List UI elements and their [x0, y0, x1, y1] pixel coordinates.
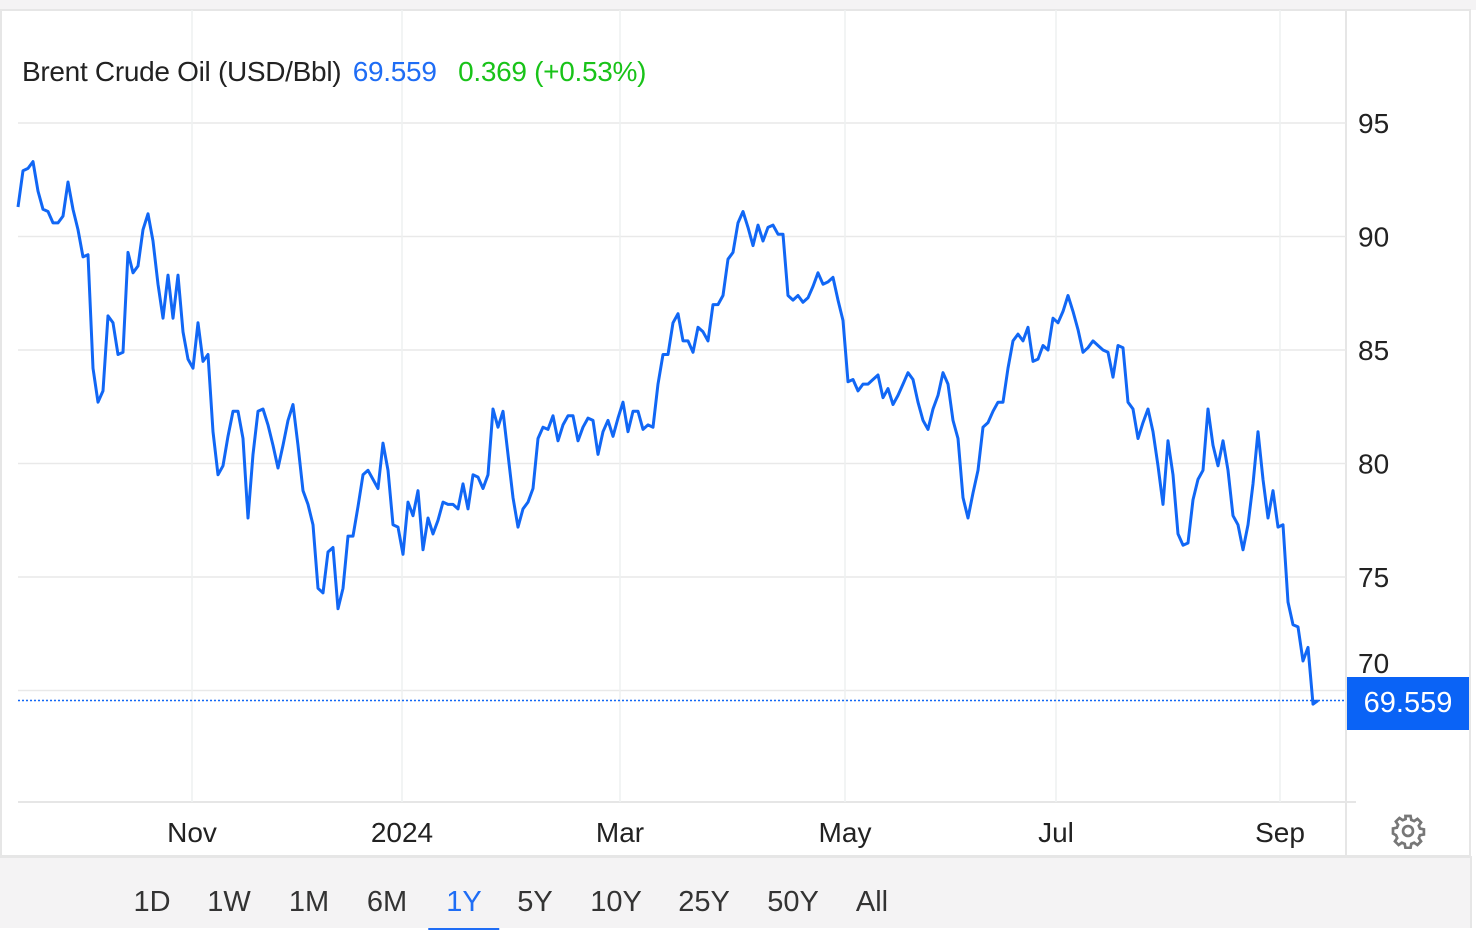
x-tick-label: 2024	[371, 817, 433, 848]
last-price-badge: 69.559	[1347, 677, 1469, 730]
range-button-1m[interactable]: 1M	[288, 886, 330, 918]
grid	[0, 9, 1471, 856]
x-tick-label: Sep	[1255, 817, 1305, 848]
range-button-1d[interactable]: 1D	[133, 886, 171, 918]
y-tick-label: 75	[1358, 562, 1389, 593]
axes: 70 75 80 85 90 95 Nov 2024 Mar May Jul Sep	[167, 108, 1389, 848]
range-button-5y[interactable]: 5Y	[517, 886, 553, 918]
x-tick-label: Nov	[167, 817, 217, 848]
range-button-1y[interactable]: 1Y	[428, 886, 501, 930]
y-tick-label: 80	[1358, 449, 1389, 480]
price-line	[16, 160, 1319, 706]
range-button-10y[interactable]: 10Y	[590, 886, 642, 918]
series	[16, 160, 1346, 706]
price-change: 0.369 (+0.53%)	[458, 56, 647, 87]
range-button-all[interactable]: All	[855, 886, 889, 918]
x-tick-label: Mar	[596, 817, 644, 848]
top-strip	[0, 0, 1476, 10]
x-tick-label: Jul	[1038, 817, 1074, 848]
range-button-25y[interactable]: 25Y	[678, 886, 730, 918]
range-selector: 1D 1W 1M 6M 1Y 5Y 10Y 25Y 50Y All	[0, 856, 1472, 930]
current-price: 69.559	[352, 56, 437, 87]
y-tick-label: 95	[1358, 108, 1389, 139]
x-tick-label: May	[819, 817, 872, 848]
chart-title: Brent Crude Oil (USD/Bbl) 69.559 0.369 (…	[22, 56, 646, 88]
range-button-50y[interactable]: 50Y	[767, 886, 819, 918]
chart-frame	[0, 9, 1471, 856]
instrument-name: Brent Crude Oil (USD/Bbl)	[22, 56, 342, 87]
settings-gear-icon[interactable]	[1390, 813, 1426, 850]
y-tick-label: 85	[1358, 335, 1389, 366]
range-button-1w[interactable]: 1W	[207, 886, 251, 918]
y-tick-label: 90	[1358, 222, 1389, 253]
range-button-6m[interactable]: 6M	[366, 886, 408, 918]
y-tick-label: 70	[1358, 648, 1389, 679]
price-chart[interactable]: 70 75 80 85 90 95 Nov 2024 Mar May Jul Sep	[0, 0, 1476, 856]
